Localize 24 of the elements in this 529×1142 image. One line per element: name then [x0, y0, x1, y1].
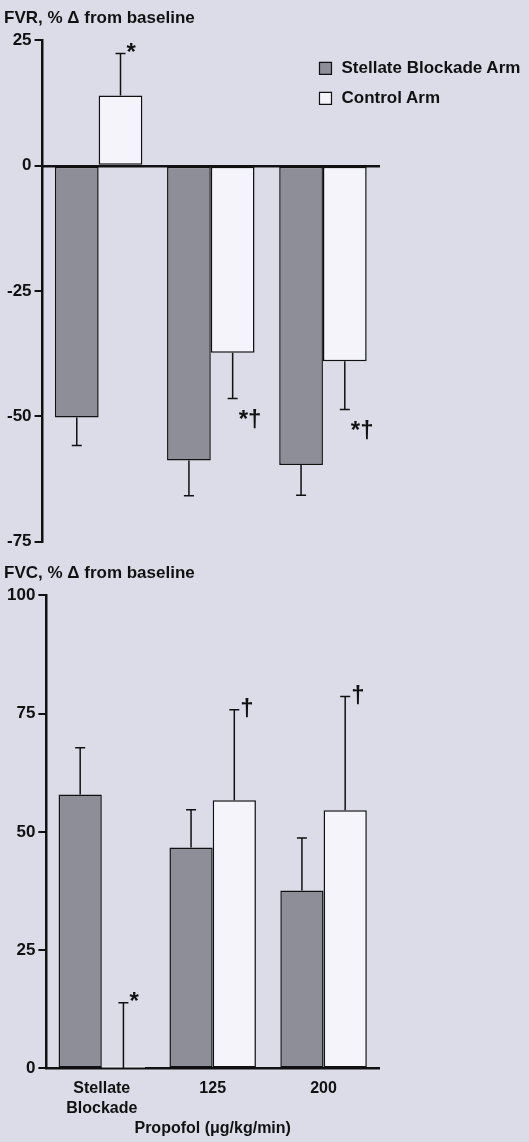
annotation: † [240, 694, 254, 722]
y-tick-label: -75 [6, 531, 32, 551]
y-tick-label: 25 [12, 30, 32, 50]
annotation: *† [238, 405, 262, 433]
y-tick-label: 0 [22, 155, 32, 175]
y-tick-label: 0 [25, 1058, 36, 1078]
annotation: † [351, 681, 365, 709]
y-tick-label: -25 [6, 280, 32, 300]
y-tick-label: 25 [16, 939, 36, 959]
chart-title: FVR, % Δ from baseline [4, 7, 195, 27]
y-tick-label: 75 [16, 703, 36, 723]
x-tick-label: Stellate Blockade [66, 1079, 138, 1116]
legend-label: Stellate Blockade Arm [341, 58, 521, 78]
x-axis-title: Propofol (μg/kg/min) [134, 1118, 291, 1136]
x-tick-label: 125 [199, 1079, 227, 1097]
x-tick-label: 200 [310, 1079, 338, 1097]
legend-label: Control Arm [341, 88, 441, 108]
annotation: * [129, 987, 140, 1015]
y-tick-label: -50 [6, 406, 32, 426]
chart-title: FVC, % Δ from baseline [4, 562, 195, 582]
annotation: * [126, 38, 137, 66]
annotation: *† [350, 416, 374, 444]
y-tick-label: 50 [16, 821, 36, 841]
y-tick-label: 100 [6, 585, 36, 605]
